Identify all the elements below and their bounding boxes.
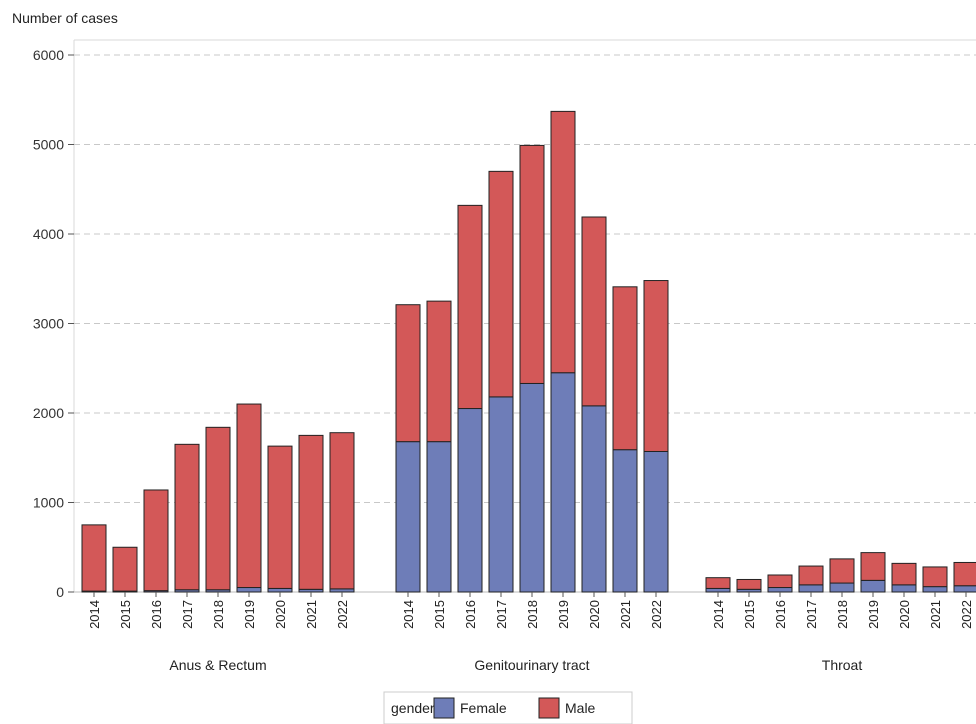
x-tick-label: 2019 <box>866 600 881 629</box>
x-tick-label: 2015 <box>432 600 447 629</box>
bar-female <box>395 441 421 593</box>
bar-male <box>395 304 421 443</box>
bar-male <box>457 204 483 410</box>
y-axis-label: Number of cases <box>12 10 118 26</box>
bar-male <box>953 561 976 587</box>
x-tick-label: 2014 <box>401 600 416 629</box>
legend-swatch-male <box>538 697 560 719</box>
x-tick-label: 2020 <box>897 600 912 629</box>
bar-female <box>457 408 483 593</box>
bar-male <box>488 170 514 398</box>
bars <box>81 110 976 593</box>
bar-male <box>550 110 576 374</box>
legend: gender Female Male <box>383 691 633 724</box>
legend-label-male: Male <box>565 700 596 716</box>
x-tick-label: 2017 <box>804 600 819 629</box>
bar-male <box>143 489 169 592</box>
bar-male <box>705 577 731 589</box>
y-tick-label: 1000 <box>33 495 64 511</box>
bar-male <box>426 300 452 443</box>
bar-female <box>798 584 824 593</box>
x-tick-label: 2018 <box>525 600 540 629</box>
bar-male <box>112 546 138 592</box>
bar-female <box>267 587 293 593</box>
y-tick-label: 6000 <box>33 47 64 63</box>
group-label: Anus & Rectum <box>169 657 266 673</box>
bar-male <box>267 445 293 589</box>
x-tick-label: 2021 <box>304 600 319 629</box>
bar-male <box>829 558 855 584</box>
x-tick-label: 2019 <box>242 600 257 629</box>
y-tick-label: 5000 <box>33 137 64 153</box>
bar-male <box>612 286 638 451</box>
x-tick-label: 2018 <box>211 600 226 629</box>
x-tick-label: 2018 <box>835 600 850 629</box>
x-tick-label: 2022 <box>959 600 974 629</box>
bar-male <box>236 403 262 589</box>
bar-female <box>705 587 731 593</box>
y-tick-label: 4000 <box>33 226 64 242</box>
x-tick-label: 2015 <box>118 600 133 629</box>
bar-female <box>953 585 976 593</box>
x-tick-label: 2014 <box>711 600 726 629</box>
bar-male <box>205 426 231 591</box>
bar-male <box>736 578 762 590</box>
bar-male <box>581 216 607 407</box>
bar-female <box>767 587 793 593</box>
x-tick-label: 2022 <box>335 600 350 629</box>
bar-female <box>612 449 638 593</box>
y-tick-label: 3000 <box>33 316 64 332</box>
x-tick-label: 2019 <box>556 600 571 629</box>
x-tick-label: 2017 <box>494 600 509 629</box>
legend-box <box>383 691 633 724</box>
bar-female <box>550 372 576 593</box>
y-tick-label: 2000 <box>33 405 64 421</box>
bar-male <box>519 144 545 384</box>
group-label: Genitourinary tract <box>474 657 589 673</box>
y-axis-ticks: 0 1000 2000 3000 4000 5000 6000 <box>33 47 74 600</box>
bar-female <box>860 579 886 593</box>
group-label: Throat <box>822 657 863 673</box>
x-tick-label: 2016 <box>773 600 788 629</box>
bar-female <box>488 396 514 593</box>
legend-title: gender <box>391 700 435 716</box>
x-axis-labels: 2014 2015 2016 2017 2018 2019 2020 2021 2022 2014… <box>87 592 974 629</box>
bar-female <box>829 582 855 593</box>
bar-male <box>891 562 917 586</box>
x-tick-label: 2021 <box>618 600 633 629</box>
x-tick-label: 2020 <box>273 600 288 629</box>
bar-male <box>860 552 886 581</box>
bar-male <box>298 434 324 590</box>
y-tick-label: 0 <box>56 584 64 600</box>
bar-male <box>329 432 355 590</box>
x-tick-label: 2015 <box>742 600 757 629</box>
bar-female <box>922 586 948 593</box>
bar-male <box>798 565 824 586</box>
bar-female <box>519 382 545 593</box>
x-tick-label: 2016 <box>149 600 164 629</box>
x-tick-label: 2014 <box>87 600 102 629</box>
bar-female <box>236 587 262 593</box>
x-tick-label: 2017 <box>180 600 195 629</box>
bar-male <box>922 566 948 588</box>
x-tick-label: 2022 <box>649 600 664 629</box>
legend-label-female: Female <box>460 700 507 716</box>
x-tick-label: 2020 <box>587 600 602 629</box>
bar-female <box>643 450 669 593</box>
legend-swatch-female <box>433 697 455 719</box>
bar-female <box>891 584 917 593</box>
bar-male <box>174 443 200 591</box>
x-tick-label: 2021 <box>928 600 943 629</box>
bar-male <box>643 280 669 452</box>
bar-female <box>581 405 607 593</box>
bar-female <box>426 441 452 593</box>
x-tick-label: 2016 <box>463 600 478 629</box>
group-labels: Anus & Rectum Genitourinary tract Throat <box>169 657 862 673</box>
bar-male <box>767 574 793 589</box>
bar-male <box>81 524 107 592</box>
